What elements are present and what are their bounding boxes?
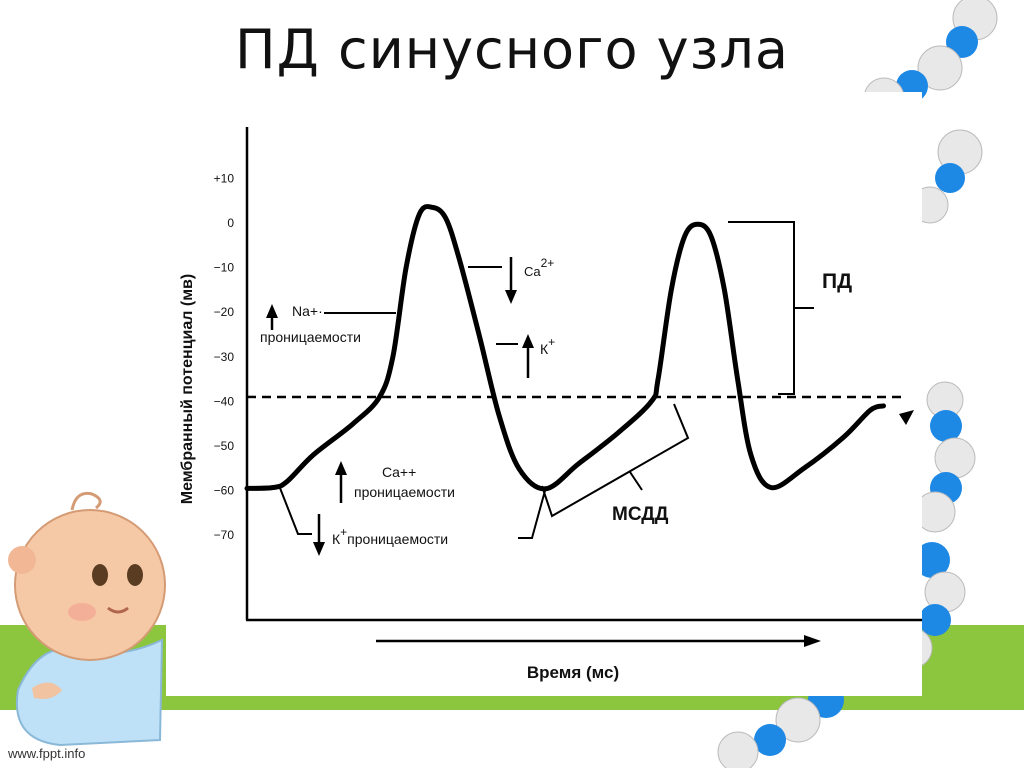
time-arrow-head — [804, 635, 821, 647]
annotation-na-desc: проницаемости — [260, 329, 361, 345]
y-tick-label: −60 — [214, 484, 235, 498]
annotation-ca-pp-desc: проницаемости — [354, 484, 455, 500]
y-tick-label: −50 — [214, 439, 235, 453]
y-tick-label: 0 — [227, 216, 234, 230]
membrane-potential-curve — [244, 204, 886, 492]
curve-end-arrow-head — [899, 410, 914, 425]
baby-cartoon-icon — [8, 491, 166, 747]
y-tick-labels: +10 0 −10 −20 −30 −40 −50 −60 −70 — [214, 171, 235, 542]
msdd-label: МСДД — [612, 504, 669, 525]
annotation-ca2-decrease: Ca2+ — [468, 256, 554, 304]
y-tick-label: −30 — [214, 350, 235, 364]
pd-label: ПД — [822, 270, 852, 293]
annotation-k-decrease: К+проницаемости — [279, 486, 547, 556]
y-tick-label: −40 — [214, 394, 235, 408]
y-tick-label: −10 — [214, 261, 235, 275]
y-tick-label: −20 — [214, 305, 235, 319]
x-axis-label: Время (мс) — [527, 663, 619, 682]
annotation-na-permeability: Na+· проницаемости — [260, 303, 396, 345]
annotation-ca2-label: Ca2+ — [524, 256, 554, 279]
pd-bracket: ПД — [728, 221, 852, 395]
y-tick-label: −70 — [214, 528, 235, 542]
annotation-na-label: Na+· — [292, 303, 323, 319]
action-potential-chart: +10 0 −10 −20 −30 −40 −50 −60 −70 Мембранный пот… — [179, 127, 922, 682]
msdd-bracket: МСДД — [541, 403, 690, 525]
annotation-ca-permeability: Ca++ проницаемости — [335, 461, 455, 503]
bead-chain-icon — [717, 0, 998, 768]
chart-panel: +10 0 −10 −20 −30 −40 −50 −60 −70 Мембранный пот… — [166, 92, 922, 696]
annotation-ca-pp-label: Ca++ — [382, 464, 416, 480]
y-axis-label: Мембранный потенциал (мв) — [179, 274, 196, 504]
footer-url: www.fppt.info — [8, 746, 86, 761]
annotation-k-increase: К+ — [496, 334, 555, 378]
annotation-k-up-label: К+ — [540, 335, 555, 357]
y-tick-label: +10 — [214, 171, 235, 185]
annotation-k-down-label: К+проницаемости — [332, 525, 448, 547]
slide-title: ПД синусного узла — [235, 18, 789, 81]
